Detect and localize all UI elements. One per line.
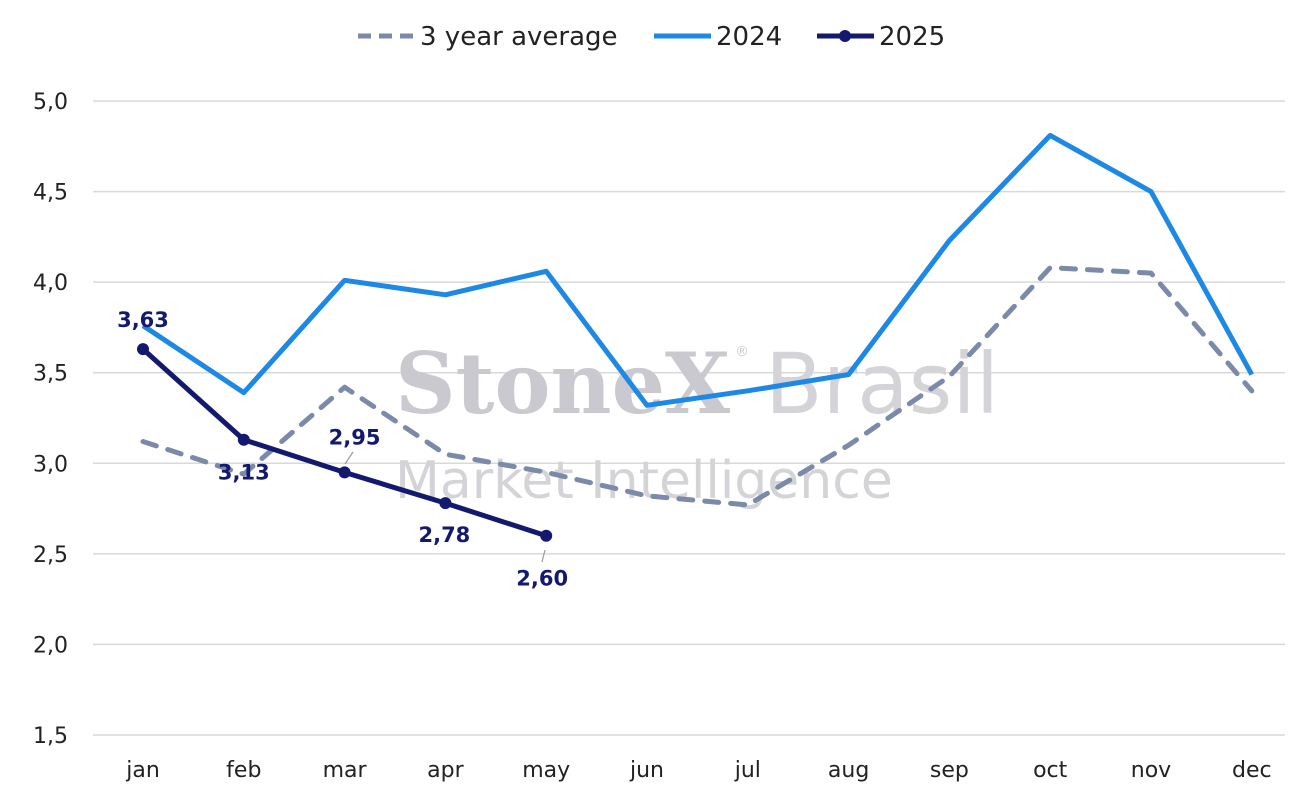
x-tick-label-jun: jun — [629, 758, 664, 783]
data-label-2025-feb: 3,13 — [218, 461, 270, 485]
y-axis-ticks: 1,5 2,0 2,5 3,0 3,5 4,0 4,5 5,0 — [33, 90, 68, 749]
x-tick-label-oct: oct — [1033, 758, 1068, 783]
x-tick-label-nov: nov — [1131, 758, 1171, 783]
series-line-3-year-average — [140, 265, 1255, 508]
data-label-2025-apr: 2,78 — [418, 523, 470, 547]
y-tick-label: 1,5 — [33, 724, 68, 749]
x-tick-label-may: may — [522, 758, 570, 783]
y-tick-label: 4,0 — [33, 271, 68, 296]
watermark: StoneX ® Brasil Market Intelligence — [395, 334, 999, 511]
watermark-brand: StoneX — [395, 334, 731, 433]
watermark-registered-mark: ® — [735, 344, 749, 360]
label-leader-mar — [344, 451, 354, 465]
data-labels: 3,63 3,13 2,95 2,78 2,60 — [117, 308, 568, 591]
watermark-tagline: Market Intelligence — [395, 451, 893, 511]
legend-marker-2025 — [839, 30, 851, 42]
legend-label-3-year-average: 3 year average — [420, 22, 618, 52]
x-tick-label-aug: aug — [828, 758, 869, 783]
legend-item-2024: 2024 — [654, 22, 782, 52]
y-tick-label: 2,0 — [33, 633, 68, 658]
y-tick-label: 5,0 — [33, 90, 68, 115]
x-tick-label-jul: jul — [734, 758, 761, 783]
point-2025-mar — [338, 466, 351, 479]
point-2025-apr — [439, 497, 452, 510]
y-tick-label: 3,5 — [33, 362, 68, 387]
y-tick-label: 2,5 — [33, 543, 68, 568]
legend-label-2024: 2024 — [716, 22, 782, 52]
point-2025-jan — [137, 343, 149, 356]
legend-item-2025: 2025 — [817, 22, 945, 52]
point-2025-may — [540, 529, 553, 542]
legend-label-2025: 2025 — [879, 22, 945, 52]
x-tick-label-jan: jan — [125, 758, 160, 783]
data-label-2025-may: 2,60 — [516, 567, 568, 591]
x-tick-label-sep: sep — [930, 758, 969, 783]
x-tick-label-feb: feb — [226, 758, 261, 783]
x-tick-label-mar: mar — [323, 758, 368, 783]
y-tick-label: 3,0 — [33, 452, 68, 477]
label-leader-may — [541, 549, 546, 563]
series-layer — [137, 132, 1255, 542]
gridlines — [93, 100, 1285, 736]
legend-item-3-year-average: 3 year average — [358, 22, 618, 52]
legend: 3 year average 2024 2025 — [358, 22, 945, 52]
x-tick-label-dec: dec — [1232, 758, 1272, 783]
x-tick-label-apr: apr — [427, 758, 464, 783]
y-tick-label: 4,5 — [33, 181, 68, 206]
data-label-2025-jan: 3,63 — [117, 308, 169, 332]
point-2025-feb — [237, 433, 250, 446]
series-line-2024 — [141, 132, 1254, 408]
data-label-2025-mar: 2,95 — [329, 425, 381, 449]
x-axis-ticks: jan feb mar apr may jun jul aug sep oct nov dec — [125, 758, 1271, 783]
